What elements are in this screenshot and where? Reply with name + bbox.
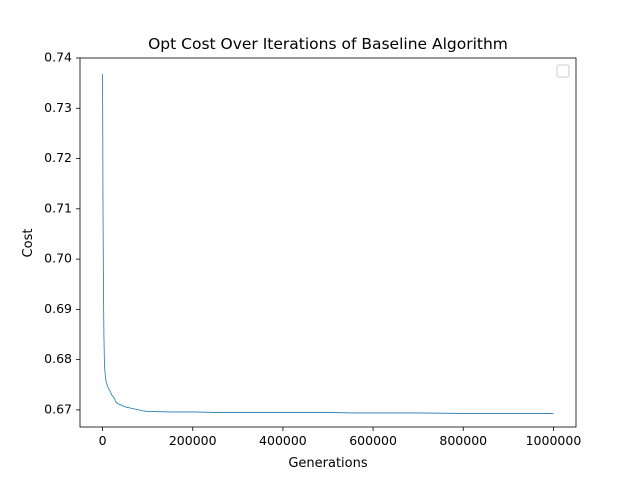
y-tick-label: 0.74 xyxy=(44,50,72,65)
y-axis: 0.67 0.68 0.69 0.70 0.71 0.72 0.73 0.74 xyxy=(44,50,80,416)
y-tick-label: 0.71 xyxy=(44,200,72,215)
x-tick-label: 1000000 xyxy=(526,433,582,448)
y-tick-label: 0.73 xyxy=(44,100,72,115)
x-tick-label: 400000 xyxy=(259,433,307,448)
series-layer xyxy=(102,74,554,414)
plot-frame xyxy=(79,57,577,428)
x-tick-label: 800000 xyxy=(439,433,487,448)
series-line xyxy=(102,74,554,414)
x-tick-label: 600000 xyxy=(349,433,397,448)
y-tick-label: 0.70 xyxy=(44,251,72,266)
x-axis: 0 200000 400000 600000 800000 1000000 xyxy=(99,427,582,448)
legend-box xyxy=(556,64,570,78)
x-axis-label: Generations xyxy=(288,456,368,471)
x-tick-label: 200000 xyxy=(169,433,217,448)
chart-title: Opt Cost Over Iterations of Baseline Alg… xyxy=(148,35,508,53)
y-tick-label: 0.69 xyxy=(44,301,72,316)
y-tick-label: 0.72 xyxy=(44,150,72,165)
y-tick-label: 0.67 xyxy=(44,401,72,416)
x-tick-label: 0 xyxy=(99,433,107,448)
y-axis-label: Cost xyxy=(21,229,36,258)
y-tick-label: 0.68 xyxy=(44,351,72,366)
